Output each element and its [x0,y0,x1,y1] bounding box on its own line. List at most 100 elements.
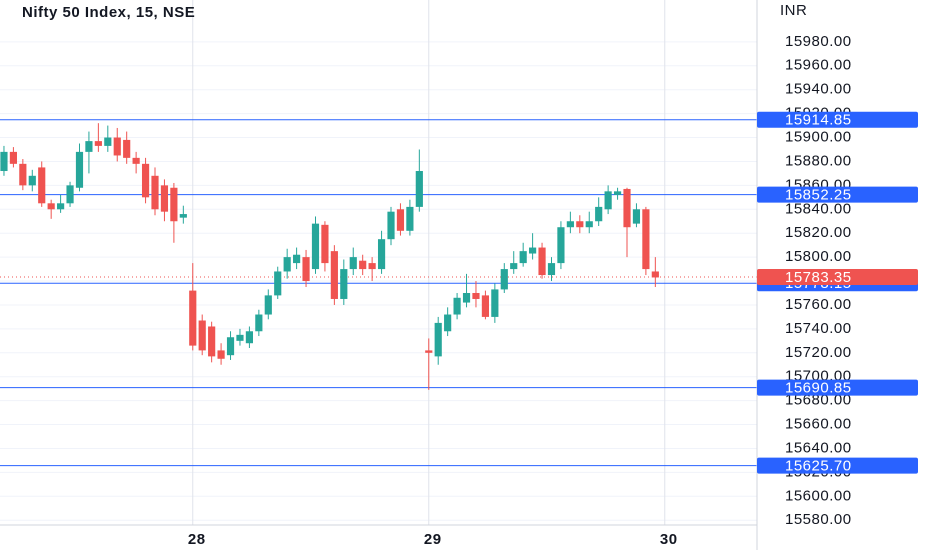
y-tick-label: 15900.00 [785,128,852,145]
candle-body [387,211,395,240]
candle-body [283,257,291,272]
candle-body [529,247,537,254]
candle-body [425,350,433,353]
candle-body [444,314,452,332]
candle-body [415,171,423,207]
y-tick-label: 15600.00 [785,487,852,504]
y-tick-label: 15940.00 [785,81,852,98]
level-tag [757,457,918,474]
candle-body [217,350,225,359]
candle-body [406,206,414,231]
candle-body [604,191,612,210]
y-tick-label: 15980.00 [785,33,852,50]
candle-body [613,191,622,195]
level-label: 15690.85 [785,380,852,397]
x-tick-label: 30 [660,531,678,548]
candle-body [491,289,499,317]
candle-body [274,271,282,296]
y-tick-label: 15580.00 [785,511,852,528]
candle-body [151,175,159,210]
candle-body [9,151,17,164]
currency-label: INR [780,2,807,19]
candle-body [94,141,102,146]
candle-body [141,163,150,198]
candle-body [472,292,480,299]
candle-body [434,322,442,357]
axis-labels: 15580.0015600.0015620.0015640.0015660.00… [188,33,918,548]
level-tag [757,379,918,396]
candle-body [75,151,84,188]
candle-body [340,269,348,299]
candle-body [359,260,367,270]
candle-body [179,214,187,218]
candle-body [113,137,121,156]
level-tag [757,111,918,128]
candle-body [321,224,329,264]
level-tag [757,186,918,203]
candle-body [236,334,244,341]
candle-body [368,263,376,270]
y-tick-label: 15720.00 [785,344,852,361]
candle-body [226,337,235,356]
y-tick-label: 15800.00 [785,248,852,265]
candle-body [47,203,55,210]
y-tick-label: 15760.00 [785,296,852,313]
candle-body [198,320,206,351]
candle-body [189,290,197,346]
chart-title: Nifty 50 Index, 15, NSE [22,4,195,21]
candle-body [255,314,263,332]
y-tick-label: 15960.00 [785,57,852,74]
y-tick-label: 15840.00 [785,200,852,217]
candle-body [0,151,8,172]
candle-body [330,251,338,299]
candle-body [377,239,386,270]
y-tick-label: 15880.00 [785,152,852,169]
candle-body [245,331,253,344]
candle-body [123,139,131,158]
grid [0,0,757,525]
candle-body [311,223,320,270]
candle-body [642,209,650,270]
candle-body [576,221,584,228]
candle-body [160,185,169,212]
y-tick-label: 15820.00 [785,224,852,241]
y-tick-label: 15640.00 [785,439,852,456]
candle-body [547,263,556,276]
x-tick-label: 28 [188,531,206,548]
y-tick-label: 15660.00 [785,416,852,433]
candle-body [651,271,659,278]
last-price-label: 15783.35 [785,269,852,286]
candle-body [510,263,518,270]
candle-body [28,175,36,186]
y-tick-label: 15740.00 [785,320,852,337]
x-tick-label: 29 [424,531,442,548]
candle-body [170,187,178,222]
levels [0,119,757,467]
candle-body [595,206,603,222]
candle-body [57,203,65,210]
candle-body [481,295,489,317]
candle-body [208,326,216,357]
y-tick-label: 15680.00 [785,392,852,409]
candle-body [132,157,140,164]
level-label: 15852.25 [785,187,852,204]
candle-body [500,269,508,290]
candle-body [396,209,405,231]
candle-body [302,257,310,282]
candle-body [104,137,112,146]
level-label: 15914.85 [785,112,852,129]
candle-body [632,209,641,224]
last-price-tag [757,269,918,286]
candles [0,123,659,390]
candle-body [519,251,527,264]
candle-body [462,292,471,303]
candle-body [557,227,565,264]
candle-body [623,188,631,228]
candle-body [264,295,272,315]
level-label: 15625.70 [785,458,852,475]
candle-body [19,163,27,186]
candle-body [293,254,301,264]
candle-body [585,221,593,228]
candle-body [566,221,574,228]
